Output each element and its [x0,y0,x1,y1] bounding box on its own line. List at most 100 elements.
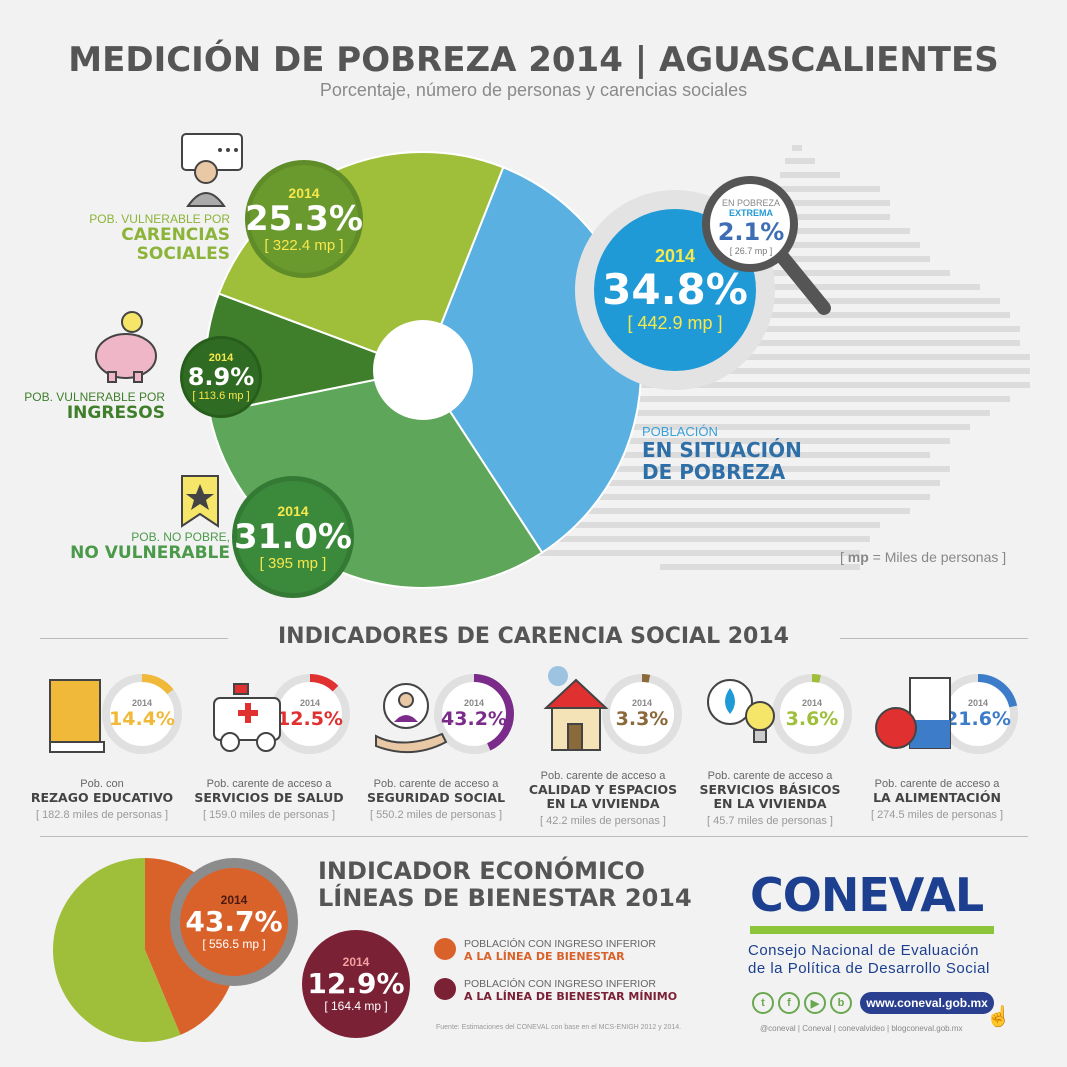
indicator-year: 2014 [463,698,485,708]
legend-minimo-big: A LA LÍNEA DE BIENESTAR MÍNIMO [464,990,678,1003]
no-vulnerable-label-big: NO VULNERABLE [70,543,230,563]
facebook-icon[interactable]: f [778,992,800,1014]
indicator-pct: 3.3% [615,708,669,730]
indicator-text-3: Pob. carente de acceso a CALIDAD Y ESPACI… [518,770,688,827]
indicator-desc: Pob. carente de acceso a [707,770,833,782]
indicator-ring-fill [772,674,852,754]
house-icon [543,666,609,751]
carencias-badge: 2014 25.3% [ 322.4 mp ] [245,160,363,278]
indicator-miles: [ 550.2 miles de personas ] [369,809,503,821]
hand-cursor-icon: ☝ [986,1006,1011,1028]
bienestar-mp: [ 556.5 mp ] [202,937,266,951]
indicator-ring-1: 2014 12.5% [268,672,352,756]
coneval-logo-bar [750,926,994,934]
indicator-ring-4: 2014 3.6% [770,672,854,756]
coneval-url-button[interactable]: www.coneval.gob.mx [860,992,994,1014]
legend-minimo-dot [434,978,456,1000]
indicator-bold2: EN LA VIVIENDA [713,796,827,811]
page-title: MEDICIÓN DE POBREZA 2014 | AGUASCALIENTE… [68,40,999,80]
economico-title: INDICADOR ECONÓMICO LÍNEAS DE BIENESTAR … [318,858,692,912]
indicator-ring-fill [602,674,682,754]
water-light-icon [707,679,775,743]
divider-bottom [40,836,1028,837]
econ-slice-rest [53,858,181,1042]
youtube-icon[interactable]: ▶ [804,992,826,1014]
indicator-text-4: Pob. carente de acceso a SERVICIOS BÁSICO… [685,770,855,827]
ingresos-label-small: POB. VULNERABLE POR [24,390,165,404]
legend-bienestar-big: A LA LÍNEA DE BIENESTAR [464,950,625,963]
indicator-miles: [ 274.5 miles de personas ] [870,809,1004,821]
indicator-pct: 43.2% [441,708,507,730]
no-vulnerable-year: 2014 [277,502,309,519]
coneval-name1: Consejo Nacional de Evaluación [748,942,979,959]
pie-center-hole [373,320,473,420]
twitter-icon[interactable]: t [752,992,774,1014]
minimo-pct: 12.9% [307,967,405,1000]
legend-minimo-small: POBLACIÓN CON INGRESO INFERIOR [464,978,656,990]
economico-title1: INDICADOR ECONÓMICO [318,857,645,885]
mp-note-rest: = Miles de personas [868,549,999,565]
indicator-ring-2: 2014 43.2% [432,672,516,756]
no-vulnerable-label-small: POB. NO POBRE, [131,530,230,544]
pobreza-label-big2: DE POBREZA [642,460,786,484]
indicator-ring-fill [270,674,350,754]
indicator-year: 2014 [801,698,823,708]
no-vulnerable-label: POB. NO POBRE, NO VULNERABLE [40,530,230,563]
legend-bienestar-dot [434,938,456,960]
indicator-year: 2014 [631,698,653,708]
indicator-text-1: Pob. carente de acceso a SERVICIOS DE SAL… [184,778,354,821]
extrema-mp: [ 26.7 mp ] [729,246,773,256]
ingresos-mp: [ 113.6 mp ] [192,390,250,402]
indicator-pct: 21.6% [945,708,1011,730]
hand-person-icon [375,683,448,754]
legend-minimo: POBLACIÓN CON INGRESO INFERIOR A LA LÍNE… [464,978,677,1003]
pobreza-year: 2014 [654,246,696,266]
indicator-desc: Pob. carente de acceso a [373,778,499,790]
indicator-desc: Pob. carente de acceso a [540,770,666,782]
economico-title2: LÍNEAS DE BIENESTAR 2014 [318,884,692,912]
pobreza-mp: [ 442.9 mp ] [627,313,723,333]
indicator-pct: 12.5% [277,708,343,730]
milk-apple-icon [875,677,951,749]
indicator-year: 2014 [967,698,989,708]
ingresos-label-big: INGRESOS [66,403,165,423]
social-handles: @coneval | Coneval | conevalvideo | blog… [760,1024,963,1033]
indicator-bold1: SERVICIOS BÁSICOS [699,782,841,797]
piggy-bank-icon [95,311,157,383]
indicator-desc: Pob. carente de acceso a [874,778,1000,790]
pobreza-label-big1: EN SITUACIÓN [642,438,802,462]
carencias-label-big2: SOCIALES [136,244,230,264]
no-vulnerable-pct: 31.0% [234,516,352,557]
ingresos-year: 2014 [208,352,234,364]
extrema-badge: EN POBREZA EXTREMA 2.1% [ 26.7 mp ] [708,198,794,256]
indicator-year: 2014 [131,698,153,708]
indicator-desc: Pob. con [80,778,124,790]
coneval-logo: CONEVAL [750,868,984,922]
ingresos-badge: 2014 8.9% [ 113.6 mp ] [180,336,262,418]
indicator-text-0: Pob. con REZAGO EDUCATIVO [ 182.8 miles de… [17,778,187,821]
minimo-year: 2014 [342,955,370,969]
book-icon [49,679,105,753]
divider-right [840,638,1028,639]
pobreza-label-small: POBLACIÓN [642,424,718,439]
blog-icon[interactable]: b [830,992,852,1014]
page-subtitle: Porcentaje, número de personas y carenci… [319,80,748,100]
indicator-ring-fill [938,674,1018,754]
indicator-text-5: Pob. carente de acceso a LA ALIMENTACIÓN [… [852,778,1022,821]
background-stripes [510,145,1030,570]
ingresos-label: POB. VULNERABLE POR INGRESOS [10,390,165,423]
mp-note-bold: mp [847,549,869,565]
carencias-label: POB. VULNERABLE POR CARENCIAS SOCIALES [60,212,230,264]
bienestar-year: 2014 [220,893,248,907]
carencias-label-big1: CARENCIAS [121,225,230,245]
coneval-name: Consejo Nacional de Evaluación de la Pol… [748,942,990,978]
legend-bienestar-small: POBLACIÓN CON INGRESO INFERIOR [464,938,656,950]
indicator-bold1: SEGURIDAD SOCIAL [366,790,506,805]
indicator-ring-3: 2014 3.3% [600,672,684,756]
carencias-pct: 25.3% [245,198,363,239]
source-note: Fuente: Estimaciones del CONEVAL con bas… [436,1024,682,1031]
indicator-bold2: EN LA VIVIENDA [546,796,660,811]
indicadores-title: INDICADORES DE CARENCIA SOCIAL 2014 [278,624,789,649]
pobreza-label: POBLACIÓN EN SITUACIÓN DE POBREZA [642,424,842,483]
ambulance-icon [213,683,281,752]
